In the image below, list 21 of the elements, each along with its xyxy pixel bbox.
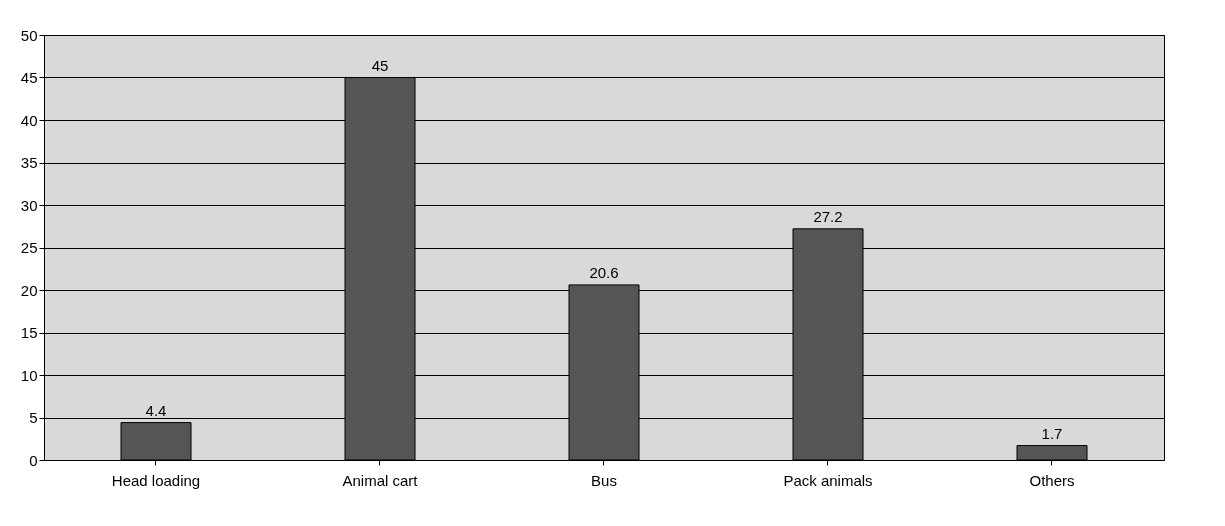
y-tick-label: 15 (20, 324, 38, 341)
x-tick-label: Bus (591, 471, 617, 489)
data-label: 4.4 (145, 401, 167, 419)
y-tick-label: 50 (20, 26, 38, 44)
x-tick-label: Head loading (111, 471, 201, 489)
x-tick-label: Pack animals (783, 471, 873, 489)
y-tick-label: 20 (20, 281, 38, 299)
y-tick-label: 40 (20, 111, 38, 129)
data-label: 45 (371, 56, 389, 74)
y-tick-label: 10 (20, 366, 38, 384)
y-tick-label: 35 (20, 154, 38, 171)
data-label: 1.7 (1041, 424, 1063, 442)
y-tick-label: 45 (20, 69, 38, 86)
data-label: 27.2 (813, 207, 843, 225)
x-tick-label: Animal cart (342, 471, 419, 489)
y-tick-label: 30 (20, 196, 38, 214)
data-label: 20.6 (589, 263, 619, 281)
y-tick-label: 25 (20, 239, 38, 256)
y-tick-label: 5 (29, 409, 38, 426)
x-tick-label: Others (1029, 471, 1075, 489)
y-tick-label: 0 (29, 451, 38, 469)
